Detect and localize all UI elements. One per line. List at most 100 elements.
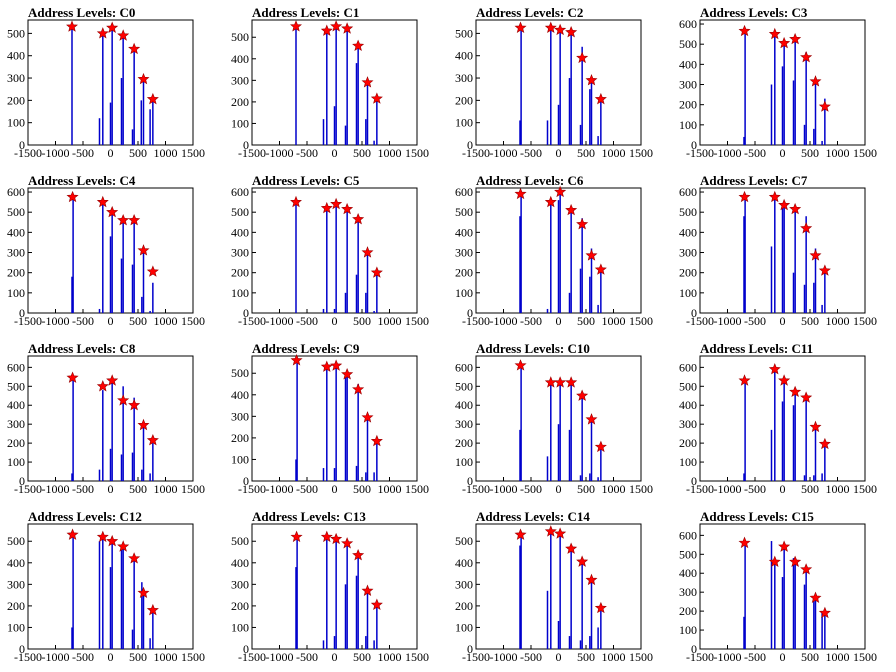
peak-marker [370, 92, 383, 104]
bar [570, 210, 572, 313]
x-tick-label: 1000 [826, 650, 850, 664]
y-tick-label: 500 [679, 547, 697, 561]
chart-panel: Address Levels: C13 0 100 200 300 400 500 -1500… [231, 509, 429, 664]
y-tick-label: 500 [231, 534, 249, 548]
bar [344, 584, 347, 649]
y-tick-label: 100 [7, 116, 25, 130]
y-tick-label: 100 [455, 286, 473, 300]
y-tick-label: 100 [455, 620, 473, 634]
bar [344, 125, 347, 145]
y-tick-label: 600 [679, 185, 697, 199]
y-tick-label: 300 [455, 71, 473, 85]
chart-panel: Address Levels: C10 0 100 200 300 400 500 600 -1… [455, 341, 653, 496]
x-tick-label: 0 [108, 650, 114, 664]
bar [335, 366, 337, 481]
x-tick-label: 500 [129, 146, 147, 160]
peak-marker [818, 437, 831, 450]
bar [98, 118, 101, 145]
y-tick-label: 500 [679, 205, 697, 219]
peak-marker [778, 36, 791, 49]
bar [131, 129, 134, 145]
y-tick-label: 300 [679, 585, 697, 599]
x-tick-label: 1000 [602, 314, 626, 328]
bar [581, 395, 583, 481]
y-tick-label: 500 [7, 534, 25, 548]
bar [365, 636, 367, 649]
bar [821, 611, 823, 649]
y-tick-label: 200 [679, 604, 697, 618]
bar [111, 212, 113, 313]
bar [743, 473, 745, 481]
x-tick-label: 1000 [154, 314, 178, 328]
bar [71, 276, 73, 313]
x-tick-label: 1500 [853, 650, 877, 664]
bar [322, 468, 325, 481]
bar [557, 200, 560, 313]
y-tick-label: 400 [455, 49, 473, 63]
bar [744, 196, 746, 313]
bar [589, 89, 591, 145]
peak-marker [66, 190, 79, 203]
peak-marker [594, 440, 607, 453]
bar [781, 208, 784, 313]
peak-marker [341, 367, 354, 380]
chart-title: Address Levels: C5 [252, 173, 360, 188]
bar [98, 308, 101, 313]
peak-marker [106, 374, 119, 386]
bar [770, 84, 773, 145]
bar [376, 99, 378, 145]
bar [519, 216, 521, 313]
x-tick-label: -1000 [714, 146, 742, 160]
x-tick-label: 500 [129, 650, 147, 664]
x-tick-label: 0 [108, 314, 114, 328]
peak-marker [330, 197, 343, 210]
x-tick-label: 0 [556, 314, 562, 328]
peak-marker [594, 601, 607, 614]
y-tick-label: 200 [455, 436, 473, 450]
bar [366, 416, 369, 481]
bar [142, 252, 145, 313]
y-tick-label: 0 [467, 642, 473, 656]
bar [71, 473, 73, 481]
peak-marker [585, 573, 598, 586]
x-tick-label: 500 [801, 146, 819, 160]
y-tick-label: 100 [679, 286, 697, 300]
x-tick-label: 1000 [826, 146, 850, 160]
bar [355, 465, 358, 481]
x-tick-label: -1000 [42, 314, 70, 328]
bar [557, 620, 560, 649]
peak-marker [789, 555, 802, 567]
bar [326, 31, 328, 146]
peak-marker [96, 530, 109, 543]
peak-marker [106, 534, 119, 547]
bar [794, 561, 796, 649]
bar [373, 140, 375, 145]
peak-marker [137, 244, 150, 256]
peak-marker [290, 195, 302, 208]
bar [120, 454, 123, 481]
bar [743, 136, 745, 145]
bar [794, 210, 796, 313]
bar [579, 475, 582, 481]
y-tick-label: 300 [455, 246, 473, 260]
bar [149, 638, 151, 649]
peak-marker [809, 249, 822, 261]
y-tick-label: 100 [7, 286, 25, 300]
x-tick-label: 1500 [405, 482, 429, 496]
bar [600, 446, 602, 481]
bar [326, 368, 328, 481]
y-tick-label: 500 [231, 205, 249, 219]
x-tick-label: -500 [520, 314, 542, 328]
bar [141, 469, 143, 481]
chart-title: Address Levels: C2 [476, 5, 583, 20]
y-tick-label: 600 [679, 17, 697, 31]
bar [559, 31, 561, 146]
bar [774, 35, 776, 145]
peak-marker [738, 24, 751, 37]
peak-marker [768, 27, 781, 40]
chart-panel: Address Levels: C8 0 100 200 300 400 500 600 -15… [7, 341, 205, 496]
bar [803, 475, 806, 481]
bar [581, 218, 583, 313]
y-tick-label: 400 [231, 388, 249, 402]
